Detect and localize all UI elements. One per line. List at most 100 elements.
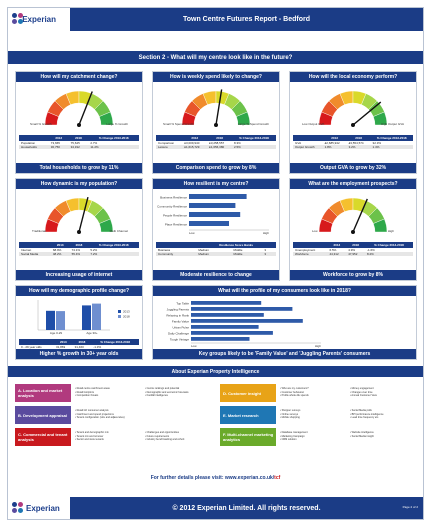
gauge-hub xyxy=(77,123,81,127)
data-table: Resilience Score Banks Business Medium Midd… xyxy=(156,242,276,256)
product-label[interactable]: D. Customer insight xyxy=(220,384,276,402)
product-description-line: • Sector and store tenants xyxy=(75,438,104,441)
bar xyxy=(191,301,262,305)
bar xyxy=(82,305,91,330)
gauge-low-label: Small % Spend Growth xyxy=(163,122,195,126)
table-cell: 7.2% xyxy=(88,252,139,256)
table-row: 0 - 29 year olds 31,869 31,460 -1.3% xyxy=(19,345,139,349)
table-cell: £3,554,574 xyxy=(348,141,364,145)
table-row: Workforce 44,312 47,952 8.2% xyxy=(293,252,413,256)
gauge-chart xyxy=(290,190,416,238)
gauge-chart xyxy=(16,83,142,131)
table-cell: £1,656,380 xyxy=(207,145,232,149)
table-header-cell: Resilience Score Banks xyxy=(196,242,276,248)
bar-label: Juggling Parents xyxy=(167,307,190,311)
table-cell: 3 xyxy=(262,252,276,256)
table-header-cell: 2018 xyxy=(68,135,89,141)
bar xyxy=(191,307,293,311)
table-cell: 44,312 xyxy=(327,252,347,256)
bar xyxy=(189,203,236,208)
data-table: 2013 2018% Change 2013-2018 Comparison £3,0… xyxy=(156,135,276,149)
table-cell: 31,869 xyxy=(55,345,66,349)
table-cell: Households xyxy=(19,145,49,149)
table-cell: 30,750 xyxy=(48,145,69,149)
table-header-cell xyxy=(293,135,323,141)
table-cell: £1,615,729 xyxy=(182,145,208,149)
panel-summary: Moderate resilience to change xyxy=(153,270,279,280)
product-description-line: • Footfall intelligence xyxy=(145,394,168,397)
bar-label: Place Resilience xyxy=(165,223,188,227)
legend-swatch xyxy=(118,310,121,313)
gauge-low-label: Low xyxy=(312,229,318,233)
table-row: Comparison £3,009,940 £3,258,557 8.3% xyxy=(156,141,276,145)
table-row: Community Medium Middle 3 xyxy=(156,252,276,256)
product-description-line: • Retail GF consumer analysis xyxy=(75,409,109,412)
table-header-row: 2013 2018% Change 2013-2018 xyxy=(293,242,413,248)
product-label[interactable]: B. Development appraisal xyxy=(15,406,71,424)
brand-name: Experian xyxy=(22,14,56,24)
product-description-line: • Tenant and demographic mix xyxy=(75,431,109,434)
gauge-low-label: Traditional xyxy=(32,229,46,233)
product-description: • Database management • Marketing Campaig… xyxy=(280,431,348,442)
product-description: • Social Media polls • BPI performance in… xyxy=(350,409,418,420)
product-description-line: • Retail footprints xyxy=(75,390,94,394)
product-description-line: • Demographic and economic forecasts xyxy=(145,390,189,394)
panel-employment: What are the employment prospects? Low H… xyxy=(289,178,417,281)
bar-label: Relaxing in Rank xyxy=(166,313,189,317)
table-cell: 55.4% xyxy=(69,252,89,256)
bar xyxy=(189,212,241,217)
bar xyxy=(191,331,273,335)
table-row: GVA £2,685,942 £3,554,574 32.3% xyxy=(293,141,413,145)
axis-low-label: Low xyxy=(189,231,195,235)
product-description-line: • Lead time frequency etc. xyxy=(350,416,379,419)
product-description-line: • Retail centre catchment areas xyxy=(75,387,110,390)
product-label[interactable]: F. Multi-channel marketing analytics xyxy=(220,428,276,446)
product-label[interactable]: C. Commercial and tenant analysis xyxy=(15,428,71,446)
product-label[interactable]: A. Location and market analysis xyxy=(15,384,71,402)
table-header-cell: % Change 2013-2018 xyxy=(91,339,139,345)
table-cell: 48.2% xyxy=(50,252,70,256)
panel-spend: How is weekly spend likely to change? Sm… xyxy=(152,71,280,174)
product-description-line: • Online surveys xyxy=(280,412,299,416)
gauge-hub xyxy=(351,123,355,127)
experian-logo: Experian xyxy=(12,12,56,26)
product-description-line: • Database management xyxy=(280,431,308,434)
table-row: Internet 68.9% 74.1% 5.2% xyxy=(19,248,139,252)
table-cell: 68.9% xyxy=(52,248,62,252)
panel-dynamic: How dynamic is my population? Traditiona… xyxy=(15,178,143,281)
table-header-cell: 2013 xyxy=(50,242,70,248)
data-table: 2013 2018% Change 2013-2018 Unemployment 6.… xyxy=(293,242,413,256)
experian-logo-icon xyxy=(12,13,23,25)
table-header-cell xyxy=(19,339,54,345)
table-cell: -1.6% xyxy=(367,248,375,252)
table-cell: Output Growth xyxy=(293,145,323,149)
product-description: • Challenges and opportunities • Future r… xyxy=(145,431,213,442)
product-description: • Money engagement • Changes over time • A… xyxy=(350,387,418,398)
product-description: • Shopper surveys • Online surveys • Mobil… xyxy=(280,409,348,420)
report-page: Experian Town Centre Futures Report - Be… xyxy=(7,7,424,520)
table-header-cell: 2018 xyxy=(346,135,371,141)
footer-bar: Experian © 2012 Experian Limited. All ri… xyxy=(8,497,423,519)
bar-label: Top Table xyxy=(176,301,189,305)
further-details-link[interactable]: tcf xyxy=(274,475,281,481)
table-header-row: 2013 2018% Change 2013-2018 xyxy=(19,242,139,248)
table-header-cell: 2018 xyxy=(207,135,232,141)
further-details-text: For further details please visit: www.ex… xyxy=(150,475,275,481)
table-cell: 3.2% xyxy=(346,145,371,149)
table-row: Output Growth 1.8% 3.2% 1.4% xyxy=(293,145,413,149)
gauge-segment xyxy=(373,218,388,233)
table-header-cell: % Change 2013-2018 xyxy=(88,242,139,248)
gauge-needle xyxy=(215,89,223,126)
table-row: Social Media 48.2% 55.4% 7.2% xyxy=(19,252,139,256)
gauge-needle xyxy=(78,91,93,126)
table-row: Leisure £1,615,729 £1,656,380 2.5% xyxy=(156,145,276,149)
panel-consumers: What will the profile of my consumers lo… xyxy=(152,285,417,360)
table-cell: -1.3% xyxy=(93,345,102,349)
table-cell: £2,685,942 xyxy=(324,141,340,145)
product-description-line: • Challenges and opportunities xyxy=(145,431,179,434)
product-label[interactable]: E. Market research xyxy=(220,406,276,424)
data-table: 2013 2018% Change 2013-2018 Population 73,6… xyxy=(19,135,139,149)
table-header-row: 2013 2018% Change 2013-2018 xyxy=(19,339,139,345)
table-cell: 8.3% xyxy=(234,141,241,145)
product-description-line: • Centre rankings and potential xyxy=(145,387,180,390)
